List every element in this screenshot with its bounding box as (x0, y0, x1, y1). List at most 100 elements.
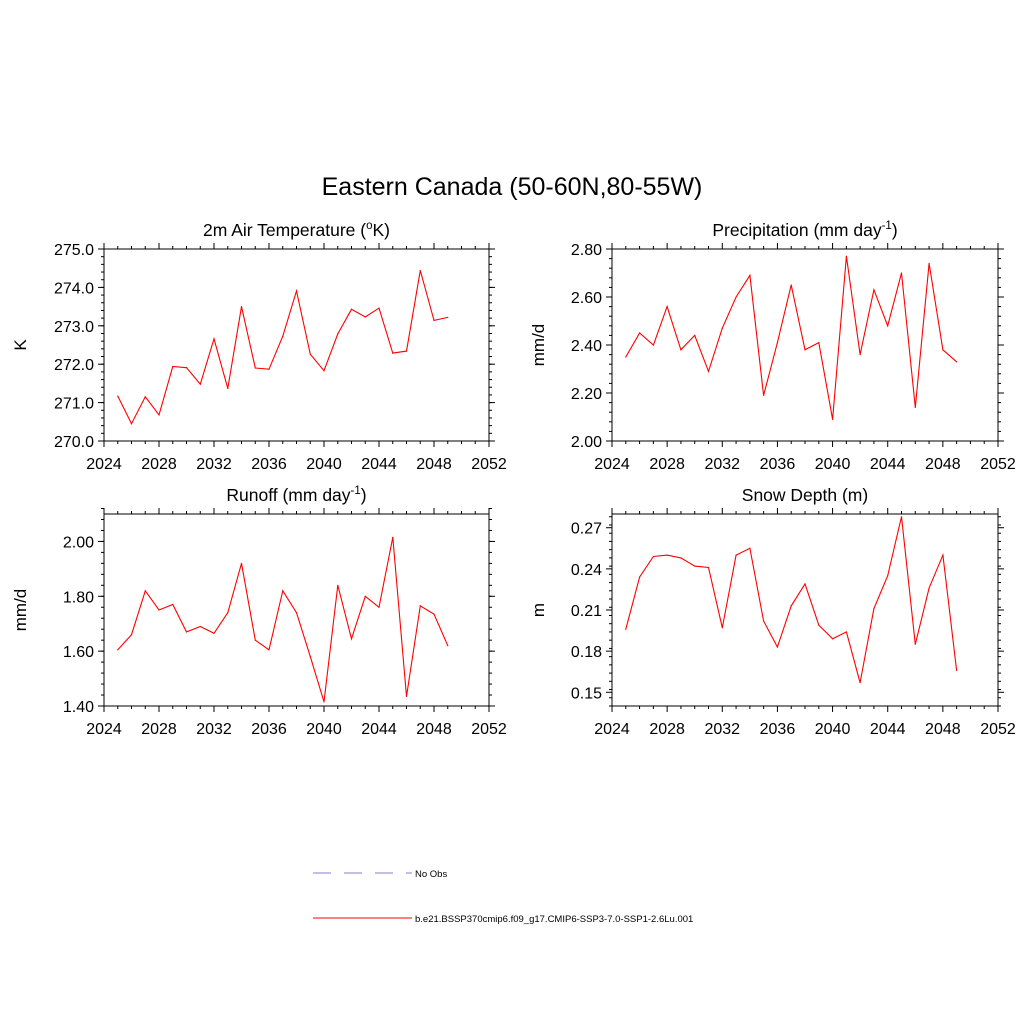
y-tick-label: 1.40 (63, 699, 94, 716)
y-tick-label: 2.60 (571, 290, 602, 307)
panel-title-text: 2m Air Temperature ( (203, 220, 366, 240)
panel-title-text-end: ) (361, 485, 367, 505)
main-title: Eastern Canada (50-60N,80-55W) (322, 173, 703, 201)
x-tick-label: 2040 (815, 721, 851, 738)
data-point (694, 334, 696, 336)
y-tick-label: 2.20 (571, 386, 602, 403)
data-point (447, 645, 449, 647)
x-tick-label: 2024 (86, 721, 122, 738)
x-tick-label: 2024 (86, 456, 122, 473)
data-point (350, 638, 353, 640)
data-point (350, 308, 353, 310)
x-tick-label: 2044 (361, 721, 397, 738)
panel-snow-depth: 2024 2028 2032 2036 2040 2044 2048 2052 0.15 0.18… (529, 485, 1016, 738)
data-point (364, 595, 366, 597)
x-tick-label: 2048 (416, 456, 452, 473)
data-point (309, 656, 311, 658)
panel-title-text: Runoff (mm day (226, 485, 350, 505)
y-tick-label: 0.18 (571, 644, 602, 661)
data-point (405, 695, 408, 698)
data-point (227, 612, 229, 614)
data-point (694, 565, 696, 567)
x-tick-label: 2028 (141, 721, 177, 738)
y-tick-label: 2.40 (571, 338, 602, 355)
data-point (419, 605, 421, 607)
data-point (680, 557, 682, 559)
data-point (117, 395, 119, 397)
x-tick-label: 2028 (649, 721, 685, 738)
x-tick-label: 2028 (649, 456, 685, 473)
plot-frame (103, 513, 490, 707)
data-point (433, 319, 435, 322)
x-tick-label: 2032 (704, 456, 740, 473)
series-line-air-temperature (117, 270, 448, 425)
data-point (721, 627, 723, 629)
y-tick-label: 271.0 (54, 396, 94, 413)
data-point (818, 624, 820, 626)
legend-obs-label: No Obs (415, 869, 447, 880)
panel-title-text-end: K) (372, 220, 390, 240)
data-point (172, 603, 174, 606)
data-point (887, 575, 889, 577)
data-point (158, 609, 160, 611)
data-point (914, 406, 916, 408)
x-tick-label: 2052 (980, 456, 1016, 473)
data-point (144, 590, 146, 592)
series-line-precipitation (625, 256, 957, 420)
y-axis-label: K (11, 339, 30, 351)
x-tick-label: 2048 (416, 721, 452, 738)
data-point (130, 423, 133, 425)
y-tick-label: 2.80 (571, 242, 602, 259)
data-point (818, 342, 820, 344)
data-point (337, 584, 339, 586)
data-point (378, 307, 380, 309)
data-point (130, 634, 133, 636)
data-point (392, 352, 394, 354)
x-tick-label: 2036 (760, 721, 796, 738)
data-point (666, 554, 668, 556)
y-tick-label: 1.60 (63, 644, 94, 661)
panel-air-temperature: 2024 2028 2032 2036 2040 2044 2048 2052 270.0 271… (11, 220, 507, 473)
panel-title-superscript: -1 (882, 220, 892, 232)
data-point (735, 554, 737, 556)
panel-title: Precipitation (mm day-1) (712, 220, 897, 240)
data-point (254, 367, 256, 369)
data-point (942, 349, 944, 351)
plot-frame (611, 248, 999, 442)
data-point (680, 349, 682, 351)
panel-precipitation: 2024 2028 2032 2036 2040 2044 2048 2052 2.00 2.20… (529, 220, 1016, 473)
data-point (776, 646, 779, 648)
x-tick-label: 2044 (870, 456, 906, 473)
data-point (227, 387, 229, 389)
data-point (158, 414, 160, 416)
panels: 2024 2028 2032 2036 2040 2044 2048 2052 270.0 271… (11, 220, 1016, 738)
data-point (240, 306, 243, 308)
x-tick-label: 2032 (196, 721, 232, 738)
data-point (749, 274, 751, 276)
data-point (763, 394, 765, 396)
data-point (900, 272, 903, 274)
y-tick-label: 0.24 (571, 562, 602, 579)
x-tick-label: 2036 (251, 721, 287, 738)
data-point (956, 361, 958, 363)
data-point (859, 682, 861, 684)
data-point (185, 631, 188, 633)
data-point (790, 605, 792, 607)
data-point (721, 327, 723, 329)
data-point (776, 342, 779, 344)
data-point (763, 620, 765, 622)
panel-title-superscript: -1 (351, 485, 361, 497)
data-point (213, 632, 215, 634)
data-point (199, 383, 201, 385)
x-tick-label: 2052 (471, 456, 507, 473)
data-point (295, 612, 298, 614)
data-point (638, 332, 641, 334)
y-tick-label: 274.0 (54, 280, 94, 297)
x-tick-label: 2040 (306, 721, 342, 738)
x-tick-label: 2024 (594, 721, 630, 738)
data-point (625, 356, 627, 358)
data-point (268, 368, 270, 370)
y-tick-label: 0.21 (571, 603, 602, 620)
x-tick-label: 2032 (704, 721, 740, 738)
data-point (309, 353, 311, 355)
